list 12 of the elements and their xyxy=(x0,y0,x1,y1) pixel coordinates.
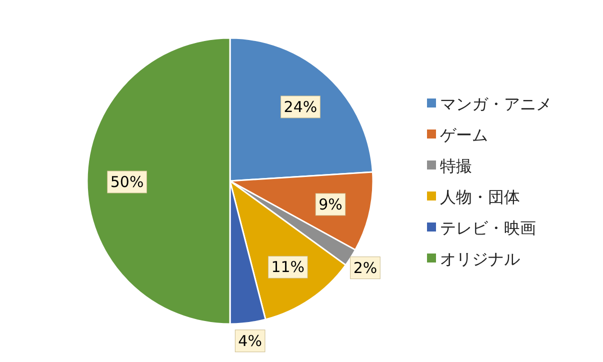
legend-label: 人物・団体 xyxy=(440,188,520,206)
data-label: 50% xyxy=(110,173,144,191)
legend-label: マンガ・アニメ xyxy=(440,94,552,114)
legend-label: テレビ・映画 xyxy=(440,218,536,238)
legend-label: 特撮 xyxy=(440,156,472,176)
data-label: 24% xyxy=(284,98,318,116)
data-label: 9% xyxy=(318,195,342,214)
legend-label: ゲーム xyxy=(440,126,488,144)
data-label: 4% xyxy=(238,332,262,350)
data-label: 2% xyxy=(353,258,378,277)
data-label: 11% xyxy=(271,258,305,276)
legend-label: オリジナル xyxy=(440,250,520,268)
